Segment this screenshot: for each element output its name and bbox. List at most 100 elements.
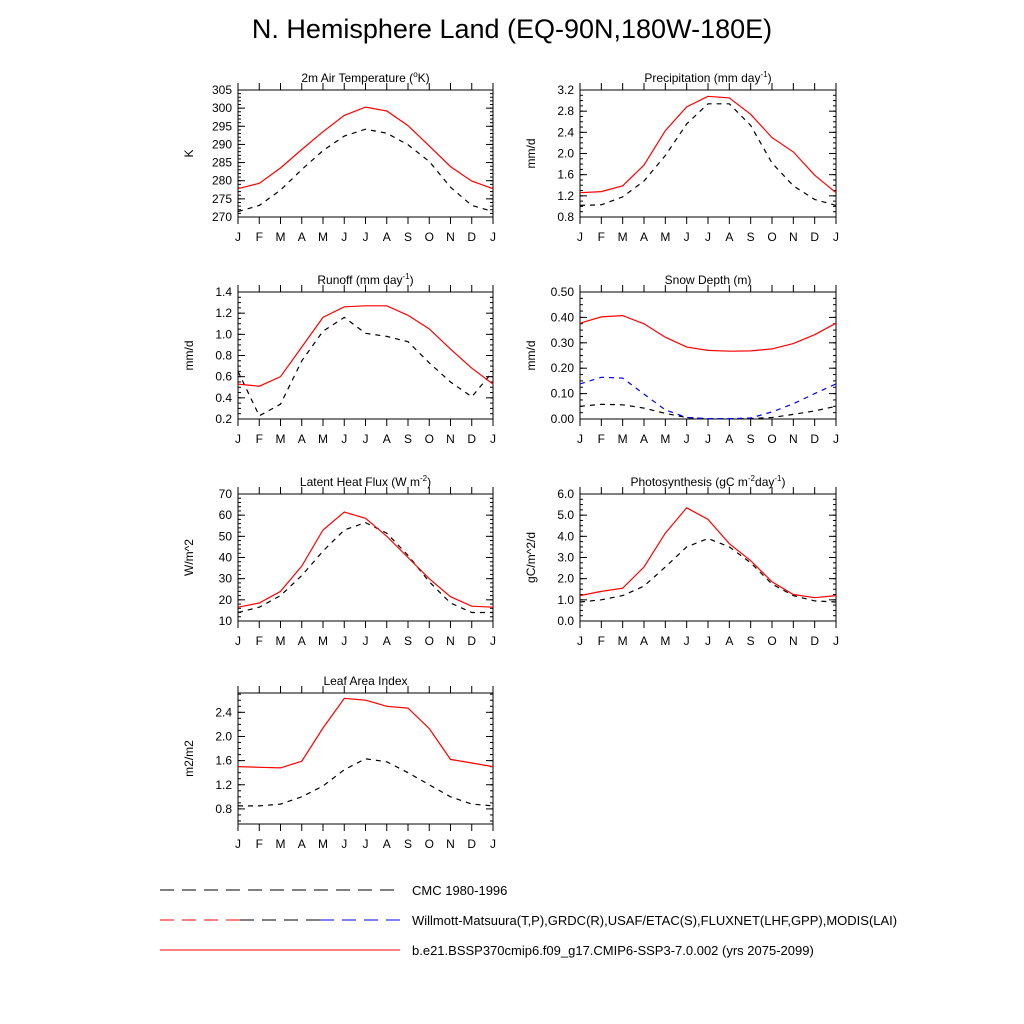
x-tick-label: N: [446, 432, 455, 446]
y-tick-label: 10: [219, 614, 233, 628]
x-tick-label: F: [598, 432, 605, 446]
y-tick-label: 60: [219, 508, 233, 522]
chart-panels: 2m Air Temperature (oK) K 270 275 280 285 290 2…: [182, 70, 839, 851]
x-tick-label: M: [618, 432, 628, 446]
x-tick-label: S: [747, 432, 755, 446]
x-tick-label: M: [276, 432, 286, 446]
y-tick-label: 2.0: [557, 147, 574, 161]
x-tick-label: J: [577, 230, 583, 244]
y-axis-label: K: [182, 149, 196, 157]
y-tick-label: 2.0: [557, 572, 574, 586]
y-tick-label: 290: [212, 137, 232, 151]
y-tick-label: 50: [219, 529, 233, 543]
y-tick-label: 3.0: [557, 551, 574, 565]
x-tick-label: F: [256, 230, 263, 244]
legend-item: b.e21.BSSP370cmip6.f09_g17.CMIP6-SSP3-7.…: [160, 943, 814, 958]
x-tick-label: A: [383, 230, 391, 244]
x-tick-label: J: [341, 837, 347, 851]
x-tick-label: O: [425, 432, 434, 446]
x-tick-label: J: [341, 634, 347, 648]
plot-frame: [237, 493, 494, 622]
x-tick-label: J: [705, 432, 711, 446]
series-line: [579, 403, 837, 420]
plot-frame: [237, 291, 494, 420]
x-tick-label: M: [318, 230, 328, 244]
x-tick-label: J: [833, 432, 839, 446]
y-tick-label: 0.4: [215, 391, 232, 405]
y-tick-label: 0.6: [215, 370, 232, 384]
series-line: [579, 376, 837, 420]
chart-title: Precipitation (mm day-1): [644, 70, 771, 85]
x-tick-label: S: [404, 837, 412, 851]
chart-panel: Precipitation (mm day-1) mm/d 0.8 1.2 1.6 2.0…: [524, 70, 839, 244]
x-tick-label: M: [660, 634, 670, 648]
x-tick-label: F: [256, 432, 263, 446]
legend-item: CMC 1980-1996: [160, 883, 507, 898]
series-line: [237, 106, 494, 190]
x-tick-label: O: [425, 230, 434, 244]
plot-frame: [579, 291, 837, 420]
series-line: [237, 511, 494, 608]
y-tick-label: 0.00: [551, 412, 575, 426]
y-tick-label: 1.0: [215, 327, 232, 341]
x-tick-label: J: [684, 432, 690, 446]
x-tick-label: J: [577, 634, 583, 648]
x-tick-label: J: [705, 230, 711, 244]
x-tick-label: M: [276, 230, 286, 244]
x-tick-label: A: [298, 837, 306, 851]
series-line: [237, 521, 493, 614]
plot-frame: [237, 692, 494, 825]
series-line: [579, 95, 837, 194]
chart-panel: Runoff (mm day-1) mm/d 0.2 0.4 0.6 0.8 1.0 1.2 1…: [182, 272, 496, 446]
x-tick-label: O: [767, 230, 776, 244]
x-tick-label: F: [256, 837, 263, 851]
x-tick-label: M: [618, 230, 628, 244]
y-tick-label: 0.20: [551, 361, 575, 375]
y-tick-label: 0.10: [551, 387, 575, 401]
legend-item: Willmott-Matsuura(T,P),GRDC(R),USAF/ETAC…: [160, 913, 897, 928]
y-tick-label: 1.2: [557, 189, 574, 203]
y-tick-label: 40: [219, 551, 233, 565]
x-tick-label: S: [747, 634, 755, 648]
x-tick-label: S: [404, 634, 412, 648]
chart-title: Leaf Area Index: [323, 674, 407, 688]
y-tick-label: 1.6: [557, 168, 574, 182]
x-tick-label: N: [446, 837, 455, 851]
series-line: [238, 758, 494, 807]
y-tick-label: 0.8: [557, 210, 574, 224]
x-tick-label: M: [660, 432, 670, 446]
x-tick-label: M: [318, 634, 328, 648]
y-tick-label: 30: [219, 572, 233, 586]
x-tick-label: N: [789, 432, 798, 446]
y-tick-label: 2.4: [215, 705, 232, 719]
x-tick-label: J: [235, 837, 241, 851]
y-tick-label: 305: [212, 83, 232, 97]
x-tick-label: F: [256, 634, 263, 648]
chart-panel: Photosynthesis (gC m-2day-1) gC/m^2/d 0.0 1…: [524, 474, 839, 648]
chart-panel: Latent Heat Flux (W m-2) W/m^2 10 20 30 40 50 6…: [182, 474, 496, 648]
chart-panel: 2m Air Temperature (oK) K 270 275 280 285 290 2…: [182, 70, 496, 244]
x-tick-label: J: [363, 837, 369, 851]
y-tick-label: 0.50: [551, 285, 575, 299]
y-tick-label: 2.8: [557, 104, 574, 118]
x-tick-label: M: [276, 837, 286, 851]
x-tick-label: D: [467, 432, 476, 446]
y-axis-label: mm/d: [182, 341, 196, 371]
series-line: [579, 103, 837, 206]
y-axis-label: W/m^2: [182, 539, 196, 576]
x-tick-label: J: [363, 230, 369, 244]
x-tick-label: S: [747, 230, 755, 244]
x-tick-label: F: [598, 634, 605, 648]
x-tick-label: N: [446, 634, 455, 648]
y-tick-label: 2.4: [557, 125, 574, 139]
legend-label: b.e21.BSSP370cmip6.f09_g17.CMIP6-SSP3-7.…: [412, 943, 814, 958]
figure-title: N. Hemisphere Land (EQ-90N,180W-180E): [251, 14, 773, 44]
x-tick-label: A: [725, 230, 733, 244]
y-tick-label: 270: [212, 210, 232, 224]
x-tick-label: M: [660, 230, 670, 244]
x-tick-label: J: [577, 432, 583, 446]
x-tick-label: J: [490, 837, 496, 851]
x-tick-label: A: [640, 432, 648, 446]
y-tick-label: 2.0: [215, 729, 232, 743]
